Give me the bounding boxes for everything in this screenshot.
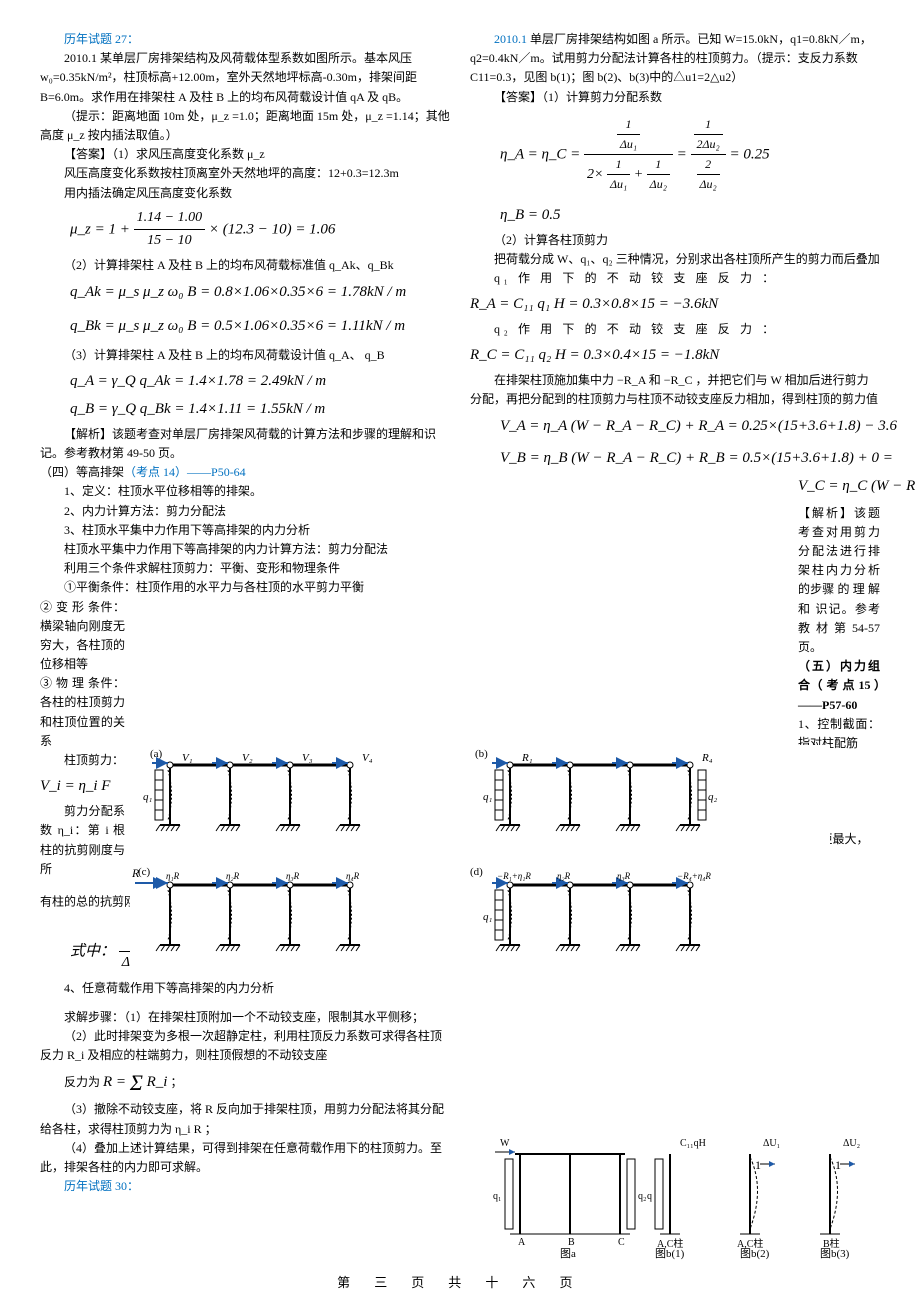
sec4-title: （四）等高排架（考点 14）——P50-64 [40, 463, 450, 482]
svg-text:ΔU₁: ΔU₁ [763, 1138, 780, 1149]
sec5-title: （五）内力组合（ 考 点 15 ）——P57-60 [798, 657, 880, 715]
svg-text:B: B [568, 1237, 575, 1248]
svg-text:R: R [131, 866, 140, 880]
q30-s2: （2）计算各柱顶剪力 [470, 231, 880, 250]
svg-text:A: A [518, 1237, 526, 1248]
sec4-1: 1、定义：柱顶水平位移相等的排架。 [40, 482, 450, 501]
q30-p4: 在排架柱顶施加集中力 −R_A 和 −R_C ，并把它们与 W 相加后进行剪力分… [470, 371, 880, 409]
svg-text:V₂: V₂ [242, 752, 253, 764]
q30-analysis: 【解析】该题考查对用剪力分配法进行排架柱内力分析的步骤 的 理 解 和 识记。参… [798, 504, 880, 658]
svg-text:C: C [618, 1237, 625, 1248]
svg-text:q₁: q₁ [483, 791, 493, 803]
q27-hint: （提示：距离地面 10m 处，μ_z =1.0；距离地面 15m 处，μ_z =… [40, 107, 450, 145]
q27-p1: 风压高度变化系数按柱顶离室外天然地坪的高度：12+0.3=12.3m [40, 164, 450, 183]
q30-p2: q₁ 作 用 下 的 不 动 铰 支 座 反 力 ： [470, 269, 880, 288]
q27-body: 2010.1 某单层厂房排架结构及风荷载体型系数如图所示。基本风压 w₀=0.3… [40, 49, 450, 107]
q27-formula-muz: μ_z = 1 + 1.14 − 1.0015 − 10 × (12.3 − 1… [70, 207, 450, 253]
svg-text:q: q [647, 1191, 652, 1202]
svg-text:图b(3): 图b(3) [820, 1247, 850, 1260]
q30-etaB: η_B = 0.5 [500, 203, 880, 227]
q30-body: 2010.1 单层厂房排架结构如图 a 所示。已知 W=15.0kN，q1=0.… [470, 30, 880, 88]
q30-f4: V_B = η_B (W − R_A − R_C) + R_B = 0.5×(1… [500, 446, 880, 470]
sec4-3: 3、柱顶水平集中力作用下等高排架的内力分析 [40, 521, 450, 540]
q30-diagram-side: V_C = η_C (W − R 【解析】该题考查对用剪力分配法进行排架柱内力分… [470, 474, 880, 753]
q1-hatch-a: q₁ [143, 770, 163, 820]
svg-text:R₄: R₄ [701, 752, 713, 764]
sec4-p1: 柱顶水平集中力作用下等高排架的内力计算方法：剪力分配法 [40, 540, 450, 559]
tag-c: (c) [138, 866, 151, 878]
svg-text:η₄R: η₄R [346, 871, 360, 881]
svg-text:−R₄+η₄R: −R₄+η₄R [677, 871, 711, 881]
q30-title: 历年试题 30： [40, 1177, 450, 1196]
sec4-p6: 柱顶剪力： [40, 751, 125, 770]
sec4-f1: V_i = η_i F [40, 774, 125, 798]
center-diagrams: (a) q₁ (b) q₁ q₂ (c) R [130, 745, 830, 975]
svg-text:C₁₁qH: C₁₁qH [680, 1138, 706, 1149]
q30-f3: V_A = η_A (W − R_A − R_C) + R_A = 0.25×(… [500, 414, 880, 438]
svg-text:W: W [500, 1138, 510, 1149]
r2: （3）撤除不动铰支座，将 R 反向加于排架柱顶，用剪力分配法将其分配给各柱，求得… [40, 1100, 450, 1138]
svg-text:图a: 图a [560, 1247, 576, 1260]
tag-a: (a) [150, 748, 163, 760]
svg-text:1: 1 [755, 1158, 761, 1172]
svg-text:V₃: V₃ [302, 752, 313, 764]
q27-analysis: 【解析】该题考查对单层厂房排架风荷载的计算方法和步骤的理解和识记。参考教材第 4… [40, 425, 450, 463]
q27-title: 历年试题 27： [40, 30, 450, 49]
r1: 反力为 R = Σ R_i ； [40, 1065, 450, 1100]
svg-text:q₁: q₁ [493, 1191, 502, 1202]
svg-text:−R₁+η₁R: −R₁+η₁R [497, 871, 531, 881]
svg-text:q₂: q₂ [638, 1191, 647, 1202]
q27-ans-head: 【答案】（1）求风压高度变化系数 μ_z [40, 145, 450, 164]
q30-p1: 把荷载分成 W、q₁、q₂ 三种情况，分别求出各柱顶所产生的剪力而后叠加 [470, 250, 880, 269]
q27-f4: q_A = γ_Q q_Ak = 1.4×1.78 = 2.49kN / m [70, 369, 450, 393]
sec4-p5: ③ 物 理 条件：各柱的柱顶剪力和柱顶位置的关系 [40, 674, 125, 751]
tag-d: (d) [470, 866, 483, 878]
svg-text:η₂R: η₂R [226, 871, 240, 881]
q30-f1: R_A = C₁₁ q₁ H = 0.3×0.8×15 = −3.6kN [470, 292, 880, 316]
tag-b: (b) [475, 748, 488, 760]
sec4-p2: 利用三个条件求解柱顶剪力：平衡、变形和物理条件 [40, 559, 450, 578]
svg-text:ΔU₂: ΔU₂ [843, 1138, 860, 1149]
svg-text:R₁: R₁ [521, 752, 533, 764]
svg-text:q₁: q₁ [483, 911, 493, 923]
sec4-step1: 求解步骤：（1）在排架柱顶附加一个不动铰支座，限制其水平侧移； [40, 1008, 450, 1027]
sec4-p4: ② 变 形 条件：横梁轴向刚度无穷大，各柱顶的位移相等 [40, 598, 125, 675]
svg-text:q₂: q₂ [708, 791, 718, 803]
sec4-p3: ①平衡条件：柱顶作用的水平力与各柱顶的水平剪力平衡 [40, 578, 450, 597]
svg-text:V₄: V₄ [362, 752, 373, 764]
bottom-diagrams: W q₁ q₂ A B C 图a C₁₁qH q A,C柱 图b(1) [480, 1134, 890, 1264]
sec4-p7: 剪力分配系数 η_i：第 i 根柱的抗剪刚度与所 [40, 802, 125, 879]
svg-text:η₃R: η₃R [617, 871, 631, 881]
svg-text:V₁: V₁ [182, 752, 193, 764]
svg-text:q₁: q₁ [143, 791, 153, 803]
sec4-4: 4、任意荷载作用下等高排架的内力分析 [40, 979, 450, 998]
q27-f3: q_Bk = μ_s μ_z ω₀ B = 0.5×1.06×0.35×6 = … [70, 314, 450, 338]
svg-text:图b(1): 图b(1) [655, 1247, 685, 1260]
sec4-2: 2、内力计算方法：剪力分配法 [40, 502, 450, 521]
q30-f5: V_C = η_C (W − R [798, 474, 880, 498]
r3: （4）叠加上述计算结果，可得到排架在任意荷载作用下的柱顶剪力。至此，排架各柱的内… [40, 1139, 450, 1177]
q30-p3: q₂ 作 用 下 的 不 动 铰 支 座 反 力 ： [470, 320, 880, 339]
svg-text:1: 1 [835, 1158, 841, 1172]
svg-text:图b(2): 图b(2) [740, 1247, 770, 1260]
svg-text:η₂R: η₂R [557, 871, 571, 881]
page-footer: 第 三 页 共 十 六 页 [0, 1273, 920, 1294]
q27-s3: （3）计算排架柱 A 及柱 B 上的均布风荷载设计值 q_A、 q_B [40, 346, 450, 365]
q27-f2: q_Ak = μ_s μ_z ω₀ B = 0.8×1.06×0.35×6 = … [70, 280, 450, 304]
sec4-step2: （2）此时排架变为多根一次超静定柱，利用柱顶反力系数可求得各柱顶反力 R_i 及… [40, 1027, 450, 1065]
q30-ans: 【答案】（1）计算剪力分配系数 [470, 88, 880, 107]
q30-eta-formula: η_A = η_C = 1Δu₁ 2× 1Δu₁ + 1Δu₂ = 12Δu₂ … [500, 115, 880, 195]
svg-text:η₁R: η₁R [166, 871, 180, 881]
q27-s2: （2）计算排架柱 A 及柱 B 上的均布风荷载标准值 q_Ak、q_Bk [40, 256, 450, 275]
svg-text:η₃R: η₃R [286, 871, 300, 881]
q30-f2: R_C = C₁₁ q₂ H = 0.3×0.4×15 = −1.8kN [470, 343, 880, 367]
q27-f5: q_B = γ_Q q_Bk = 1.4×1.11 = 1.55kN / m [70, 397, 450, 421]
frame-diagram-svg: (a) q₁ (b) q₁ q₂ (c) R [130, 745, 830, 975]
q27-p2: 用内插法确定风压高度变化系数 [40, 184, 450, 203]
